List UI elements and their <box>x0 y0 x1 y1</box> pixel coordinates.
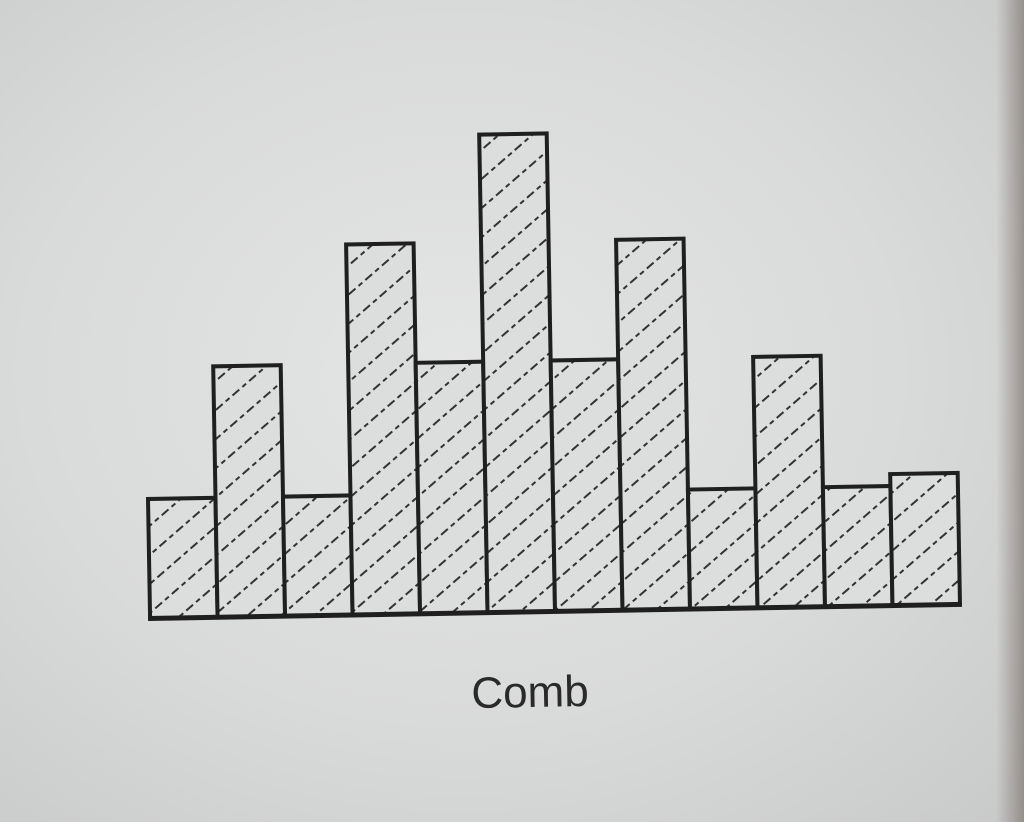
bar-11 <box>820 484 895 609</box>
bar-8 <box>614 236 693 613</box>
bar-10 <box>751 353 828 610</box>
bar-7 <box>548 357 625 614</box>
chart-caption: Comb <box>470 666 590 719</box>
bar-12 <box>888 470 963 608</box>
bar-6 <box>477 131 558 615</box>
bar-2 <box>211 363 288 620</box>
bar-9 <box>685 486 760 612</box>
page-edge-shadow <box>996 0 1024 822</box>
bar-4 <box>344 241 423 617</box>
bar-3 <box>280 493 355 619</box>
bar-5 <box>413 359 490 616</box>
baseline <box>148 601 963 622</box>
bar-1 <box>145 495 220 621</box>
